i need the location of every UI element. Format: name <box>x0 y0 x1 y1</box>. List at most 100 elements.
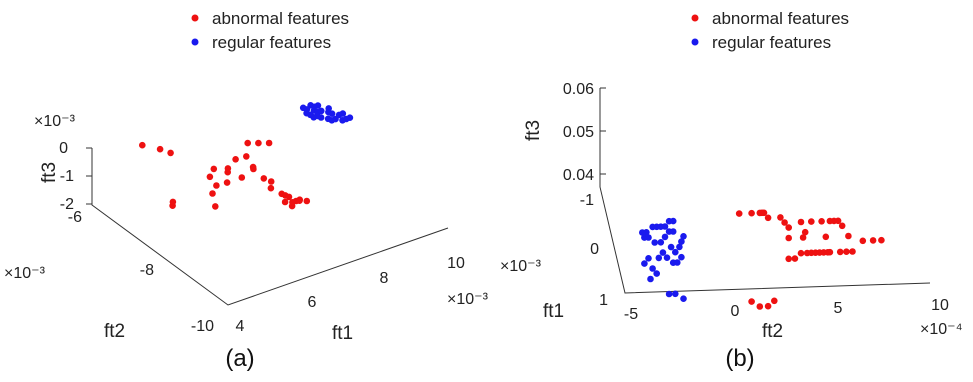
panel-b-series0-point-1 <box>748 209 755 217</box>
panel-b: abnormal features regular features 0.06 … <box>500 9 963 372</box>
panel-b-series0-point-15 <box>838 222 846 230</box>
panel-b-series0-point-5 <box>764 214 772 222</box>
axis-a-y-tick-label-0: -6 <box>68 209 82 226</box>
axis-a-z-tick-label-0: 0 <box>59 140 68 157</box>
panel-a-series1-point-22 <box>346 114 354 121</box>
panel-a-caption: (a) <box>225 345 254 372</box>
panel-b-series0-point-11 <box>818 218 825 225</box>
axis-a-z-exponent: ×10⁻³ <box>34 113 76 130</box>
legend-b-regular-label: regular features <box>712 33 831 52</box>
axis-a-frame <box>91 148 449 306</box>
axis-b-frame <box>599 88 931 294</box>
axis-a-z-tick-label-1: -1 <box>60 168 74 185</box>
panel-b-series1-point-15 <box>667 243 675 251</box>
panel-b-series1-point-32 <box>672 290 679 298</box>
axis-b-z-tick-label-0: 0.06 <box>563 81 594 98</box>
axis-a-x-exponent: ×10⁻³ <box>447 291 489 308</box>
panel-a-series0-point-33 <box>212 203 219 210</box>
panel-b-series0-point-24 <box>785 255 792 263</box>
panel-a-series0-point-14 <box>243 153 250 160</box>
panel-b-series0-point-0 <box>735 210 743 217</box>
panel-b-series0-point-19 <box>822 233 830 241</box>
axis-b-y-tick-label-2: 1 <box>599 292 608 309</box>
panel-b-series0-point-22 <box>869 237 877 244</box>
panel-b-series0-point-14 <box>834 217 842 225</box>
axis-a-y-tick-label-1: -8 <box>140 262 154 279</box>
panel-a-series0-point-11 <box>224 165 232 172</box>
panel-a-series0-point-13 <box>232 156 239 163</box>
panel-a-series1-point-19 <box>314 102 322 109</box>
axis-a-x-tick-label-3: 10 <box>447 255 465 272</box>
legend-b-abnormal-marker <box>691 14 699 22</box>
panel-b-series0-point-23 <box>878 236 885 244</box>
panel-b-series1-point-26 <box>647 275 654 283</box>
panel-a-series1-point-21 <box>339 110 347 117</box>
panel-b-series1-point-14 <box>669 228 677 235</box>
panel-a-series0-point-22 <box>285 193 293 201</box>
axis-b-x-label: ft2 <box>762 321 783 342</box>
axis-a-x-label: ft1 <box>332 323 353 344</box>
panel-b-series1-point-16 <box>659 249 667 256</box>
panel-a-series0-point-10 <box>210 165 218 173</box>
panel-b-series1-point-21 <box>678 253 685 261</box>
panel-b-series1-point-12 <box>661 233 669 241</box>
panel-b-series1-point-29 <box>678 238 685 245</box>
panel-b-series0-point-33 <box>826 248 834 256</box>
axis-a-x-tick-label-1: 6 <box>308 294 317 311</box>
panel-b-series0-point-16 <box>785 234 792 242</box>
axis-b-z-tick-label-1: 0.05 <box>563 124 594 141</box>
panel-a-series1-point-4 <box>318 107 325 115</box>
panel-b-series0-point-34 <box>836 248 844 256</box>
panel-b-series1-point-20 <box>674 259 681 266</box>
panel-a-series0-point-7 <box>223 179 231 186</box>
panel-a-series0-point-2 <box>167 149 174 157</box>
panel-b-series0-point-35 <box>843 248 850 255</box>
panel-b-series1-point-9 <box>645 234 652 241</box>
panel-b-series0-point-10 <box>808 218 815 225</box>
panel-b-series0-point-26 <box>797 249 805 257</box>
panel-b-series0-point-38 <box>756 303 764 310</box>
panel-a-series1-point-17 <box>310 114 318 121</box>
panel-b-series1-point-1 <box>643 229 650 236</box>
panel-a-series0-point-25 <box>303 197 311 205</box>
panel-a-series0-point-32 <box>265 139 273 147</box>
panel-a-series1-point-6 <box>328 110 336 117</box>
legend-a-regular-marker <box>191 38 199 46</box>
axis-a-z-tick-label-2: -2 <box>60 196 74 213</box>
axis-a-x-tick-label-0: 4 <box>236 318 245 335</box>
panel-b-series0-point-36 <box>849 248 856 255</box>
axis-b-y-tick-label-1: 0 <box>590 241 599 258</box>
panel-b-series1-point-24 <box>649 265 656 272</box>
axis-b-x-tick-label-0: -5 <box>624 306 638 323</box>
axis-b-x-tick-label-2: 5 <box>834 300 843 317</box>
panel-a-series1-point-20 <box>325 105 333 112</box>
panel-b-series1-point-28 <box>676 243 683 251</box>
panel-b-series0-point-4 <box>760 209 768 217</box>
panel-a-series0-point-18 <box>267 178 275 185</box>
panel-a-series0-point-17 <box>260 175 268 182</box>
legend-a-abnormal-marker <box>191 14 199 22</box>
panel-b-series1-point-18 <box>663 254 671 261</box>
panel-b-series0-point-40 <box>771 297 778 305</box>
panel-a-series0-point-19 <box>267 184 275 192</box>
legend-a-abnormal-label: abnormal features <box>212 9 349 28</box>
panel-a-series1-point-10 <box>317 114 325 121</box>
axis-a-y-exponent: ×10⁻³ <box>4 265 46 282</box>
legend-a-regular-label: regular features <box>212 33 331 52</box>
panel-a-series0-point-30 <box>244 139 251 147</box>
axis-a-z-label: ft3 <box>39 162 60 183</box>
legend-b-regular-marker <box>691 38 699 46</box>
panel-b-caption: (b) <box>725 345 754 372</box>
axis-a-x-tick-label-2: 8 <box>380 270 389 287</box>
panel-b-series0-point-8 <box>785 224 792 231</box>
panel-a-series1-point-13 <box>332 115 339 123</box>
axis-b-x-exponent: ×10⁻⁴ <box>920 321 963 338</box>
panel-a-series1-point-16 <box>303 109 310 117</box>
panel-b-series1-point-10 <box>651 239 658 246</box>
panel-a-series0-point-1 <box>156 145 164 153</box>
panel-b-series1-point-17 <box>655 254 663 262</box>
panel-a-series0-point-28 <box>289 199 296 206</box>
points-a <box>139 102 354 210</box>
panel-b-series1-point-7 <box>669 217 677 225</box>
